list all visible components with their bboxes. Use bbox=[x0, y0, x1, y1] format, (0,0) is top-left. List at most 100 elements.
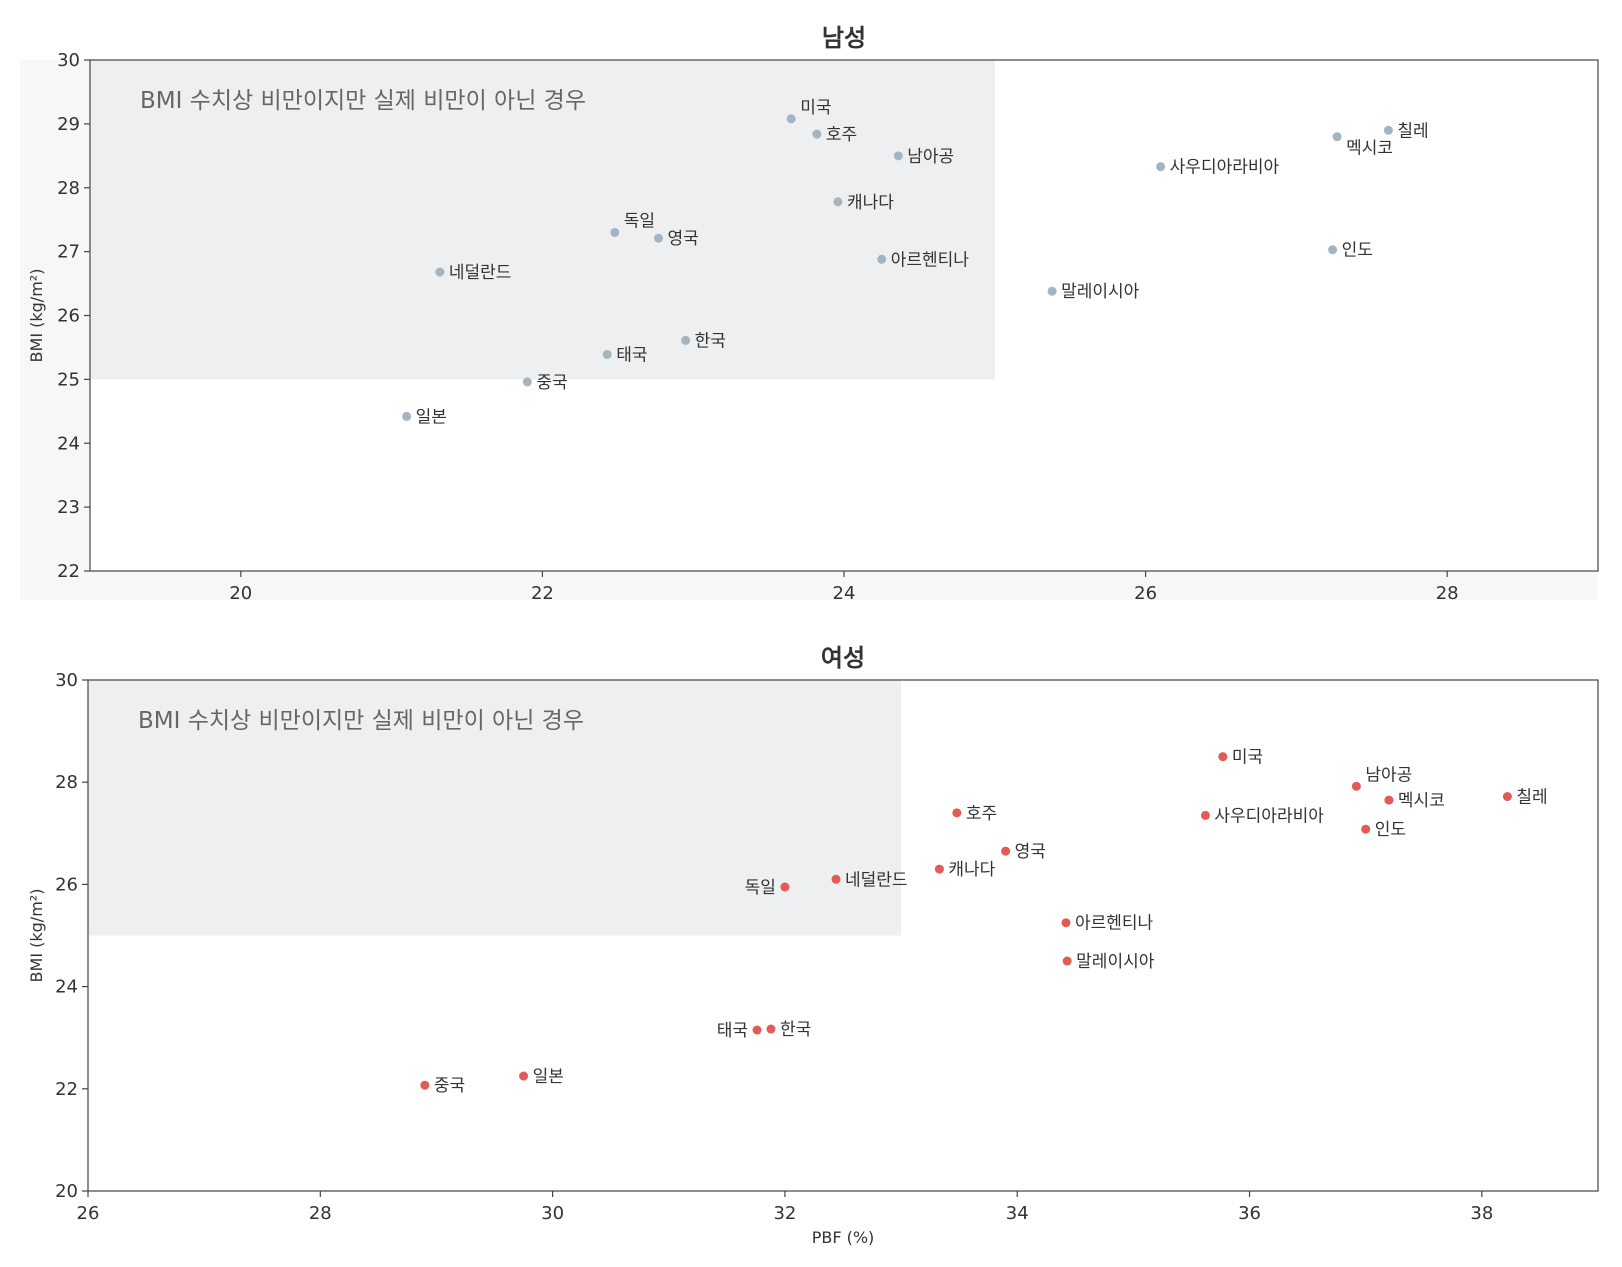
data-point bbox=[1351, 781, 1361, 791]
y-tick-label: 24 bbox=[57, 433, 80, 454]
data-point-label: 네덜란드 bbox=[449, 263, 512, 283]
y-axis-label: BMI (kg/m²) bbox=[27, 889, 46, 983]
data-point bbox=[1328, 245, 1338, 255]
data-point bbox=[1361, 824, 1371, 834]
y-axis-label: BMI (kg/m²) bbox=[27, 269, 46, 363]
data-point-label: 사우디아라비아 bbox=[1170, 158, 1280, 178]
data-point-label: 태국 bbox=[717, 1021, 748, 1041]
y-tick-label: 28 bbox=[57, 178, 80, 199]
y-tick-label: 27 bbox=[57, 242, 80, 263]
data-point-label: 미국 bbox=[800, 98, 831, 118]
data-point bbox=[812, 129, 822, 139]
data-point-label: 네덜란드 bbox=[845, 870, 908, 890]
data-point bbox=[522, 377, 532, 387]
data-point bbox=[654, 233, 664, 243]
y-tick-label: 23 bbox=[57, 497, 80, 518]
y-tick-label: 30 bbox=[55, 670, 78, 691]
data-point-label: 독일 bbox=[745, 878, 776, 898]
data-point-label: 인도 bbox=[1375, 820, 1406, 840]
x-tick-label: 24 bbox=[833, 583, 856, 604]
x-tick-label: 30 bbox=[541, 1203, 564, 1224]
x-tick-label: 32 bbox=[773, 1203, 796, 1224]
data-point bbox=[1200, 810, 1210, 820]
data-point-label: 캐나다 bbox=[948, 860, 995, 880]
female-chart-panel: BMI 수치상 비만이지만 실제 비만이 아닌 경우 여성 26 28 30 32 34 36… bbox=[27, 644, 1599, 1247]
data-point-label: 멕시코 bbox=[1398, 791, 1445, 811]
data-point bbox=[1332, 132, 1342, 142]
y-tick-label: 26 bbox=[55, 874, 78, 895]
data-point-label: 영국 bbox=[1015, 842, 1046, 862]
data-point bbox=[1384, 795, 1394, 805]
data-point bbox=[780, 882, 790, 892]
data-point-label: 남아공 bbox=[907, 147, 954, 167]
x-tick-label: 22 bbox=[531, 583, 554, 604]
x-tick-label: 26 bbox=[1134, 583, 1157, 604]
x-axis-label: PBF (%) bbox=[812, 1228, 875, 1247]
y-tick-label: 26 bbox=[57, 306, 80, 327]
data-point bbox=[402, 411, 412, 421]
data-point-label: 말레이시아 bbox=[1061, 282, 1140, 302]
data-point-label: 아르헨티나 bbox=[1075, 914, 1154, 934]
data-point bbox=[766, 1024, 776, 1034]
data-point bbox=[934, 864, 944, 874]
data-point-label: 중국 bbox=[536, 373, 567, 393]
x-tick-label: 20 bbox=[229, 583, 252, 604]
data-point bbox=[602, 349, 612, 359]
data-point-label: 중국 bbox=[434, 1076, 465, 1096]
y-tick-label: 20 bbox=[55, 1181, 78, 1202]
data-point-label: 한국 bbox=[695, 331, 726, 351]
data-point bbox=[752, 1025, 762, 1035]
data-point-label: 인도 bbox=[1342, 241, 1373, 261]
chart-title: 남성 bbox=[822, 24, 866, 52]
data-point-label: 호주 bbox=[966, 804, 997, 824]
male-chart-panel: BMI 수치상 비만이지만 실제 비만이 아닌 경우 남성 20 22 24 26 28 22… bbox=[20, 24, 1599, 604]
data-point-label: 아르헨티나 bbox=[891, 250, 970, 270]
data-point bbox=[420, 1080, 430, 1090]
data-point-label: 일본 bbox=[416, 407, 447, 427]
y-tick-label: 22 bbox=[57, 561, 80, 582]
y-tick-label: 30 bbox=[57, 50, 80, 71]
data-point bbox=[1062, 956, 1072, 966]
data-point bbox=[1156, 162, 1166, 172]
y-tick-label: 28 bbox=[55, 772, 78, 793]
data-point-label: 호주 bbox=[826, 125, 857, 145]
y-tick-label: 25 bbox=[57, 369, 80, 390]
data-point bbox=[681, 335, 691, 345]
data-point bbox=[952, 808, 962, 818]
data-point-label: 미국 bbox=[1232, 748, 1263, 768]
y-tick-label: 22 bbox=[55, 1079, 78, 1100]
data-point-label: 독일 bbox=[624, 211, 655, 231]
data-point bbox=[877, 254, 887, 264]
x-tick-label: 28 bbox=[309, 1203, 332, 1224]
data-point bbox=[1047, 286, 1057, 296]
shaded-region-label: BMI 수치상 비만이지만 실제 비만이 아닌 경우 bbox=[140, 88, 586, 114]
data-point bbox=[1061, 918, 1071, 928]
x-tick-label: 28 bbox=[1436, 583, 1459, 604]
data-point bbox=[1218, 752, 1228, 762]
data-point-label: 칠레 bbox=[1397, 121, 1428, 141]
x-tick-label: 38 bbox=[1470, 1203, 1493, 1224]
data-point-label: 말레이시아 bbox=[1076, 952, 1155, 972]
data-point bbox=[893, 151, 903, 161]
data-point-label: 태국 bbox=[616, 345, 647, 365]
shaded-region bbox=[90, 60, 995, 380]
data-point bbox=[519, 1071, 529, 1081]
data-point-label: 사우디아라비아 bbox=[1214, 806, 1324, 826]
data-point bbox=[786, 114, 796, 124]
shaded-region bbox=[88, 680, 902, 936]
x-tick-label: 34 bbox=[1006, 1203, 1029, 1224]
data-point bbox=[1502, 792, 1512, 802]
data-point-label: 영국 bbox=[668, 229, 699, 249]
data-point-label: 한국 bbox=[780, 1020, 811, 1040]
data-point bbox=[610, 227, 620, 237]
data-point bbox=[1001, 846, 1011, 856]
y-tick-label: 29 bbox=[57, 114, 80, 135]
data-point-label: 멕시코 bbox=[1346, 139, 1393, 159]
data-point-label: 남아공 bbox=[1365, 765, 1412, 785]
data-point-label: 캐나다 bbox=[847, 193, 894, 213]
plot-frame bbox=[87, 679, 1599, 1192]
data-point bbox=[831, 874, 841, 884]
data-point bbox=[1383, 125, 1393, 135]
data-point bbox=[435, 267, 445, 277]
